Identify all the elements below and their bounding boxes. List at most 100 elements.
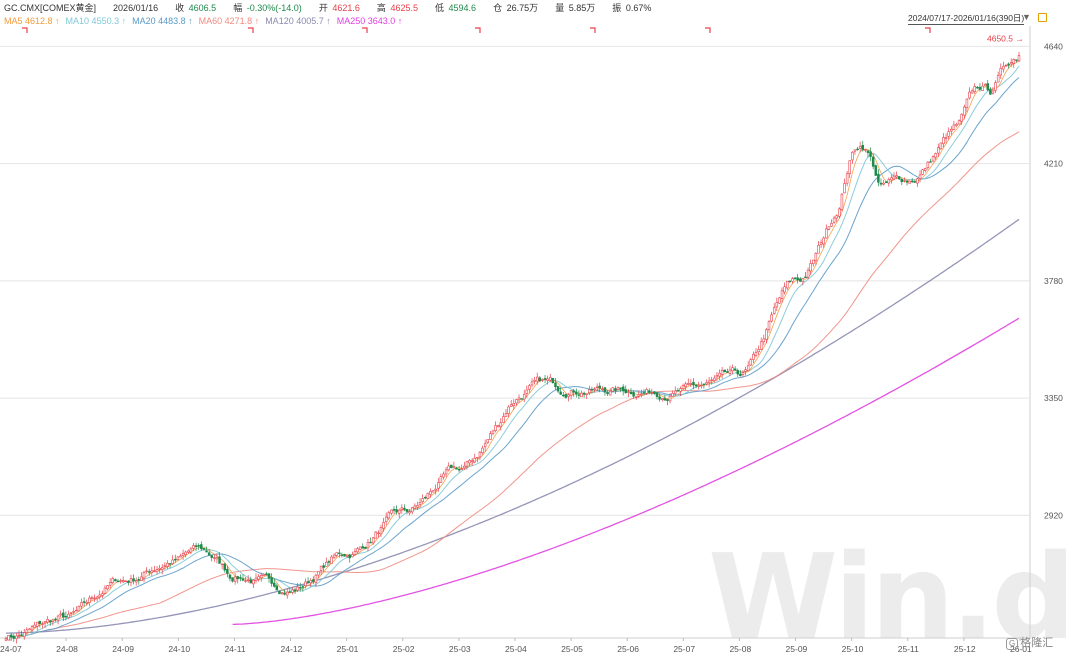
gelonghui-icon: G (1006, 638, 1019, 650)
candle-body (762, 338, 766, 343)
watermark: Win.d (708, 528, 1076, 666)
chevron-down-icon[interactable]: ▼ (1022, 12, 1031, 22)
candle-body (1015, 59, 1018, 61)
candle-body (864, 149, 867, 151)
candle-body (702, 383, 706, 386)
candle-body (317, 571, 320, 576)
candle-body (421, 498, 424, 503)
candle-body (903, 180, 906, 182)
candle-body (780, 290, 784, 299)
candle-body (95, 596, 99, 599)
x-tick-label: 25-07 (673, 644, 695, 654)
y-tick-label: 3780 (1044, 276, 1063, 286)
candle-body (757, 349, 760, 353)
candle-body (285, 591, 289, 596)
candle-body (692, 381, 695, 386)
candle-body (93, 597, 96, 600)
y-tick-label: 4210 (1044, 159, 1063, 169)
candle-body (124, 580, 128, 583)
candle-body (179, 555, 182, 558)
candle-body (145, 570, 148, 572)
candle-body (166, 562, 169, 567)
candle-body (213, 557, 216, 559)
candle-body (121, 580, 125, 583)
candle-body (595, 386, 599, 388)
candle-body (957, 120, 961, 125)
candle-body (356, 548, 359, 553)
candle-body (502, 416, 505, 423)
candle-body (772, 307, 776, 314)
source-logo: G 格隆汇 (1006, 634, 1053, 650)
candle-body (944, 137, 948, 139)
candle-body (533, 379, 536, 382)
candle-body (168, 563, 172, 565)
candle-body (530, 381, 534, 386)
candle-body (325, 561, 328, 567)
candle-body (861, 144, 865, 151)
lock-icon[interactable] (1038, 13, 1047, 22)
candle-body (848, 160, 851, 174)
candle-body (228, 574, 232, 579)
candle-body (916, 178, 919, 184)
period-marker (475, 27, 481, 33)
candle-body (418, 502, 422, 505)
candle-body (733, 368, 737, 371)
candle-body (819, 242, 823, 245)
ma5-line (5, 60, 1020, 640)
candle-body (481, 447, 484, 453)
candle-body (812, 259, 815, 265)
candle-body (236, 576, 240, 580)
candle-body (640, 393, 643, 396)
candle-body (950, 128, 953, 132)
candle-body (624, 389, 628, 394)
x-tick-label: 25-01 (337, 644, 359, 654)
x-tick-label: 26-01 (1010, 644, 1032, 654)
candle-body (694, 384, 698, 387)
candle-body (150, 570, 154, 574)
candle-body (999, 67, 1003, 76)
candle-body (642, 392, 646, 394)
candle-body (426, 492, 430, 499)
candle-body (64, 616, 68, 618)
period-marker (362, 27, 368, 33)
candle-body (934, 153, 937, 158)
candle-body (181, 553, 185, 557)
candle-body (249, 579, 253, 584)
candle-body (517, 397, 521, 401)
candle-body (82, 601, 86, 603)
period-marker (925, 27, 931, 33)
candle-body (119, 580, 122, 582)
candle-body (483, 443, 487, 448)
candle-body (366, 542, 370, 549)
candle-body (301, 586, 305, 588)
candle-body (989, 89, 992, 95)
candle-body (783, 286, 786, 293)
candle-body (817, 244, 820, 254)
candle-body (647, 390, 651, 393)
candle-body (353, 551, 357, 556)
candle-body (752, 354, 755, 360)
candle-body (744, 369, 747, 372)
candle-body (312, 579, 315, 582)
candle-body (132, 578, 135, 582)
candle-body (390, 509, 393, 514)
candle-body (728, 369, 732, 374)
candle-body (830, 223, 833, 227)
candle-body (43, 621, 47, 624)
candle-body (184, 551, 187, 555)
candle-body (921, 169, 924, 175)
ma-legend-item-ma20: MA20 4483.8 ↑ (132, 16, 193, 26)
candle-body (838, 208, 841, 217)
candle-body (697, 385, 700, 387)
candle-body (296, 586, 299, 591)
candle-body (658, 396, 661, 400)
candle-body (832, 217, 836, 223)
ma-legend-item-ma250: MA250 3643.0 ↑ (336, 16, 403, 26)
date-range-selector[interactable]: 2024/07/17-2026/01/16(390日) (908, 13, 1025, 25)
candle-body (621, 386, 625, 392)
candle-body (603, 387, 607, 393)
candle-body (85, 601, 88, 604)
candle-body (629, 392, 633, 395)
candle-body (259, 574, 263, 579)
candle-body (720, 370, 724, 375)
